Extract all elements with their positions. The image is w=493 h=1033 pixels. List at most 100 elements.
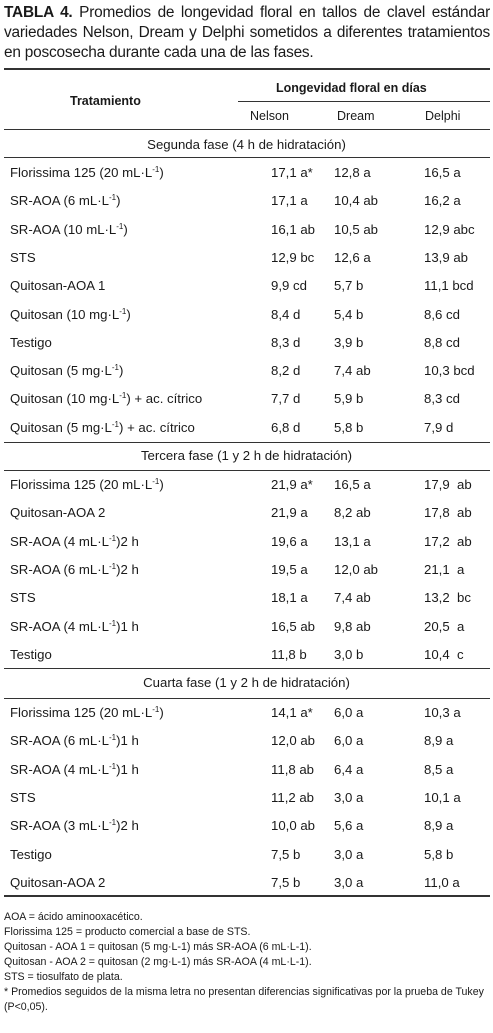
table-row: SR-AOA (3 mL·L-1)2 h 10,0 ab 5,6 a 8,9 a [0,818,493,846]
treatment-cell: Quitosan (5 mg·L-1) + ac. cítrico [10,420,195,435]
section-rule [4,470,490,471]
section-bottom-rule [4,442,490,443]
treatment-cell: SR-AOA (10 mL·L-1) [10,222,128,237]
table-row: Testigo 7,5 b 3,0 a 5,8 b [0,847,493,875]
value-dream: 5,6 a [334,818,364,834]
section-bottom-rule [4,895,490,897]
treatment-name: STS [10,249,36,265]
section-rule [4,698,490,699]
treatment-cell: STS [10,790,36,805]
table-row: Testigo 8,3 d 3,9 b 8,8 cd [0,335,493,363]
header-longevidad: Longevidad floral en días [276,81,427,95]
table-label: TABLA 4. [4,4,73,21]
header-tratamiento: Tratamiento [70,94,141,108]
top-rule [4,68,490,70]
treatment-cell: SR-AOA (4 mL·L-1)1 h [10,762,139,777]
note-quitosan-aoa-2: Quitosan - AOA 2 = quitosan (2 mg·L-1) m… [4,956,312,968]
value-dream: 6,4 a [334,761,364,777]
treatment-name-suffix: ) [159,165,164,180]
treatment-name: SR-AOA (10 mL·L [10,221,117,237]
treatment-cell: Testigo [10,847,52,862]
value-delphi: 7,9 d [424,419,454,435]
treatment-name: SR-AOA (4 mL·L [10,533,109,549]
unit-exponent: -1 [108,618,117,628]
treatment-name-suffix: ) [123,221,128,237]
treatment-cell: STS [10,250,36,265]
treatment-cell: Quitosan (10 mg·L-1) + ac. cítrico [10,391,202,406]
treatment-name-suffix: ) [126,306,131,322]
value-dream: 6,0 a [334,705,364,720]
value-nelson: 7,5 b [271,874,301,890]
unit-exponent: -1 [116,221,124,231]
header-nelson: Nelson [250,109,289,123]
treatment-cell: Quitosan-AOA 2 [10,875,105,890]
value-delphi: 8,9 a [424,818,454,834]
table-row: Quitosan-AOA 2 21,9 a 8,2 ab 17,8 ab [0,505,493,533]
value-delphi: 13,2 bc [424,590,471,606]
unit-exponent: -1 [108,733,117,743]
value-delphi: 20,5 a [424,618,465,634]
table-row: Florissima 125 (20 mL·L-1) 14,1 a* 6,0 a 10… [0,705,493,733]
note-tukey: * Promedios seguidos de la misma letra n… [4,986,484,1013]
treatment-cell: Florissima 125 (20 mL·L-1) [10,165,164,180]
section-rule [4,157,490,158]
value-dream: 3,0 a [334,874,364,890]
section-title: Segunda fase (4 h de hidratación) [147,137,346,152]
table-row: Quitosan-AOA 2 7,5 b 3,0 a 11,0 a [0,875,493,903]
treatment-name: Testigo [10,334,52,350]
table-row: SR-AOA (4 mL·L-1)1 h 16,5 ab 9,8 ab 20,5 a [0,619,493,647]
table-row: Quitosan (5 mg·L-1) + ac. cítrico 6,8 d 5,… [0,420,493,448]
table-caption: TABLA 4. Promedios de longevidad floral … [4,3,490,63]
value-dream: 10,4 ab [334,193,378,209]
value-delphi: 5,8 b [424,846,454,862]
value-nelson: 17,1 a [271,193,308,209]
value-delphi: 8,5 a [424,761,454,777]
value-delphi: 16,5 a [424,165,461,180]
value-dream: 3,0 a [334,846,364,862]
value-dream: 16,5 a [334,477,371,492]
treatment-name: Quitosan-AOA 2 [10,874,106,890]
unit-exponent: -1 [108,533,117,543]
treatment-cell: Quitosan (10 mg·L-1) [10,307,131,322]
treatment-name: Florissima 125 (20 mL·L [10,477,153,492]
treatment-name-suffix: ) + ac. cítrico [126,391,203,407]
treatment-cell: Testigo [10,647,52,662]
header-dream: Dream [337,109,375,123]
value-nelson: 8,4 d [271,306,301,322]
value-dream: 3,0 b [334,646,364,662]
header-bottom-rule [4,129,490,130]
treatment-name-suffix: )1 h [116,761,139,777]
value-delphi: 17,2 ab [424,533,472,549]
treatment-name: Quitosan-AOA 2 [10,505,106,521]
treatment-cell: Quitosan-AOA 2 [10,505,105,520]
value-dream: 5,9 b [334,391,364,407]
value-delphi: 11,0 a [424,874,460,890]
value-nelson: 21,9 a [271,505,308,521]
note-quitosan-aoa-1: Quitosan - AOA 1 = quitosan (5 mg·L-1) m… [4,941,312,953]
value-nelson: 19,5 a [271,561,308,577]
table-row: STS 11,2 ab 3,0 a 10,1 a [0,790,493,818]
value-delphi: 11,1 bcd [424,278,474,294]
note-florissima: Florissima 125 = producto comercial a ba… [4,926,251,938]
treatment-name-suffix: ) + ac. cítrico [119,419,195,435]
caption-text: Promedios de longevidad floral en tallos… [4,4,490,61]
unit-exponent: -1 [119,306,127,316]
value-delphi: 21,1 a [424,561,465,577]
treatment-name: SR-AOA (6 mL·L [10,733,109,749]
table-row: STS 18,1 a 7,4 ab 13,2 bc [0,590,493,618]
table-notes: AOA = ácido aminooxacético. Florissima 1… [4,910,490,1015]
value-dream: 12,8 a [334,165,371,180]
unit-exponent: -1 [119,391,127,401]
value-nelson: 7,7 d [271,391,301,407]
value-nelson: 12,0 ab [271,733,315,749]
value-delphi: 8,6 cd [424,306,460,322]
value-dream: 3,9 b [334,334,364,350]
value-dream: 13,1 a [334,533,371,549]
value-delphi: 12,9 abc [424,221,475,237]
treatment-name: Florissima 125 (20 mL·L [10,165,153,180]
value-delphi: 10,1 a [424,789,461,805]
section-bottom-rule [4,668,490,669]
value-dream: 12,6 a [334,249,371,265]
treatment-name: Quitosan (5 mg·L [10,363,112,379]
treatment-name: SR-AOA (4 mL·L [10,618,109,634]
